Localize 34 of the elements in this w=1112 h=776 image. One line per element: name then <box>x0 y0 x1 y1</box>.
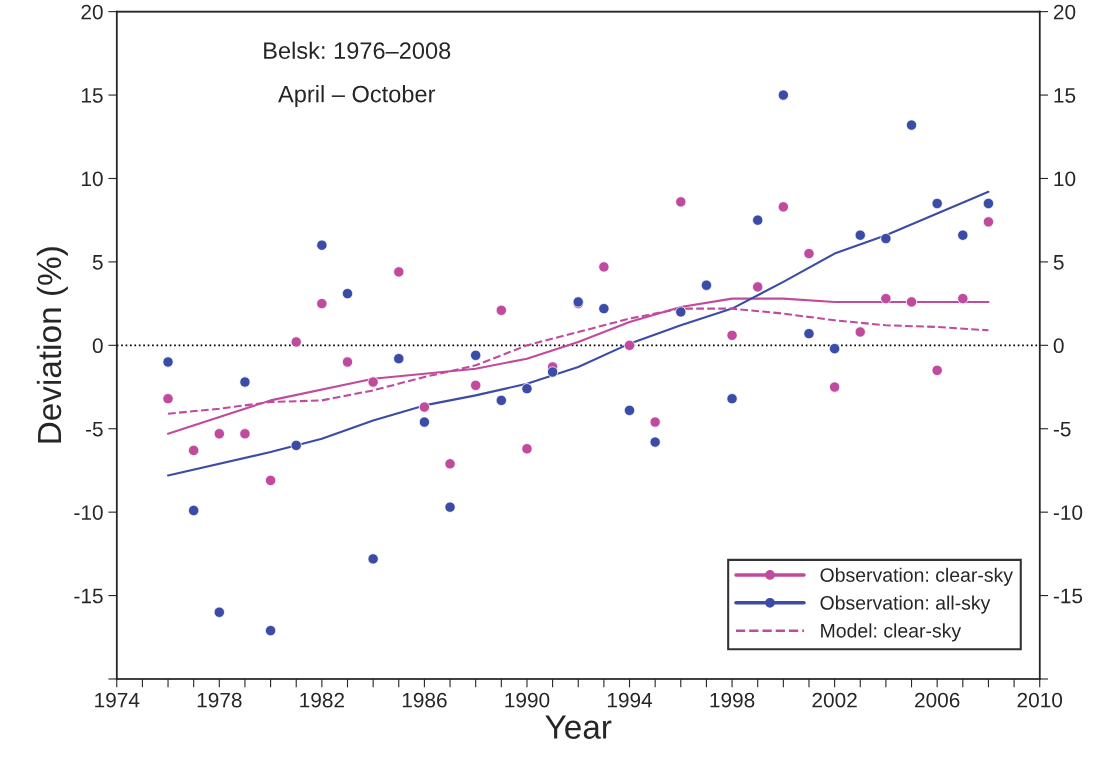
legend-label: Observation: all-sky <box>820 595 991 614</box>
y-tick-label: -15 <box>74 588 103 604</box>
y2-tick-label: 15 <box>1054 88 1076 103</box>
x-tick-label: 1986 <box>402 692 447 708</box>
y-tick-label: 10 <box>81 171 103 187</box>
y2-tick-label: 10 <box>1054 171 1076 187</box>
y-tick-label: -5 <box>85 421 103 437</box>
y-tick-label: 0 <box>92 338 103 354</box>
x-tick-label: 1978 <box>197 692 242 708</box>
x-tick-label: 1974 <box>95 692 140 708</box>
y-tick-label: 5 <box>92 255 103 270</box>
y2-tick-label: 5 <box>1053 255 1064 270</box>
y-axis-title: Deviation (%) <box>36 247 68 443</box>
y2-tick-label: -10 <box>1053 505 1083 520</box>
legend-label: Model: clear-sky <box>821 623 962 642</box>
y2-tick-label: -15 <box>1053 588 1083 604</box>
y-tick-label: 20 <box>81 4 103 20</box>
x-tick-label: 1994 <box>607 692 653 708</box>
y2-tick-label: 20 <box>1053 4 1076 20</box>
annotation: Belsk: 1976–2008 <box>264 41 451 60</box>
x-tick-label: 2006 <box>915 692 960 708</box>
x-tick-label: 1982 <box>300 692 344 708</box>
y2-tick-label: 0 <box>1053 338 1064 354</box>
x-axis-title: Year <box>545 715 612 739</box>
x-tick-label: 2002 <box>812 692 857 708</box>
x-tick-label: 1998 <box>710 692 755 708</box>
y-tick-label: 15 <box>81 88 103 103</box>
line-series <box>167 190 990 477</box>
annotation: April – October <box>278 85 436 108</box>
x-tick-label: 1990 <box>505 692 550 708</box>
legend-label: Observation: clear-sky <box>820 567 1013 586</box>
y2-tick-label: -5 <box>1053 421 1071 437</box>
x-tick-label: 2010 <box>1017 692 1063 708</box>
y-tick-label: -10 <box>74 505 103 520</box>
